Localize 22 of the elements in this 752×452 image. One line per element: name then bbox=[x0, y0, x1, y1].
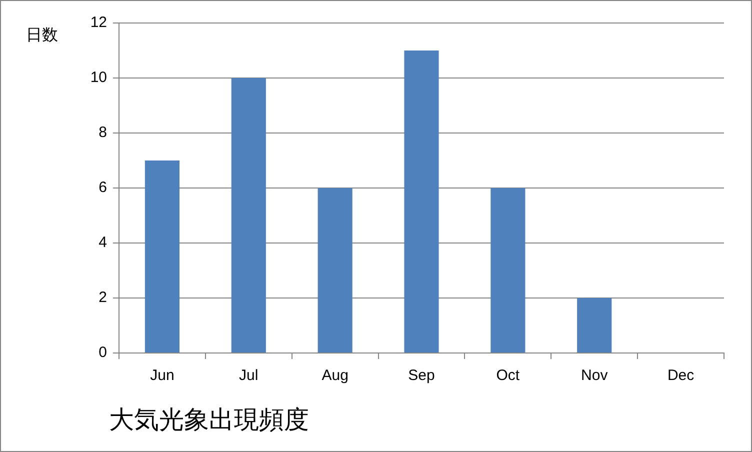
x-tick-label: Nov bbox=[581, 367, 608, 384]
x-tick-label: Jun bbox=[150, 367, 174, 384]
y-tick-label: 4 bbox=[98, 234, 107, 252]
y-tick-label: 6 bbox=[98, 179, 107, 196]
x-tick-label: Dec bbox=[667, 367, 695, 384]
y-tick-label: 12 bbox=[90, 14, 107, 32]
x-tick-label: Oct bbox=[496, 367, 520, 384]
x-tick-label: Jul bbox=[239, 367, 258, 384]
bar bbox=[144, 160, 180, 352]
y-tick-label: 2 bbox=[98, 289, 107, 306]
y-tick-label: 0 bbox=[98, 344, 107, 362]
bar bbox=[318, 188, 352, 352]
y-tick-label: 10 bbox=[90, 69, 107, 86]
bar bbox=[404, 50, 439, 352]
y-axis-title: 日数 bbox=[26, 25, 58, 46]
text: 大気光象出現頻度 bbox=[109, 404, 309, 436]
x-tick-label: Aug bbox=[322, 367, 348, 384]
x-tick-label: Sep bbox=[408, 367, 435, 384]
y-tick-label: 8 bbox=[98, 124, 107, 142]
bar bbox=[231, 78, 266, 352]
bar bbox=[577, 298, 612, 352]
bar bbox=[490, 188, 526, 352]
